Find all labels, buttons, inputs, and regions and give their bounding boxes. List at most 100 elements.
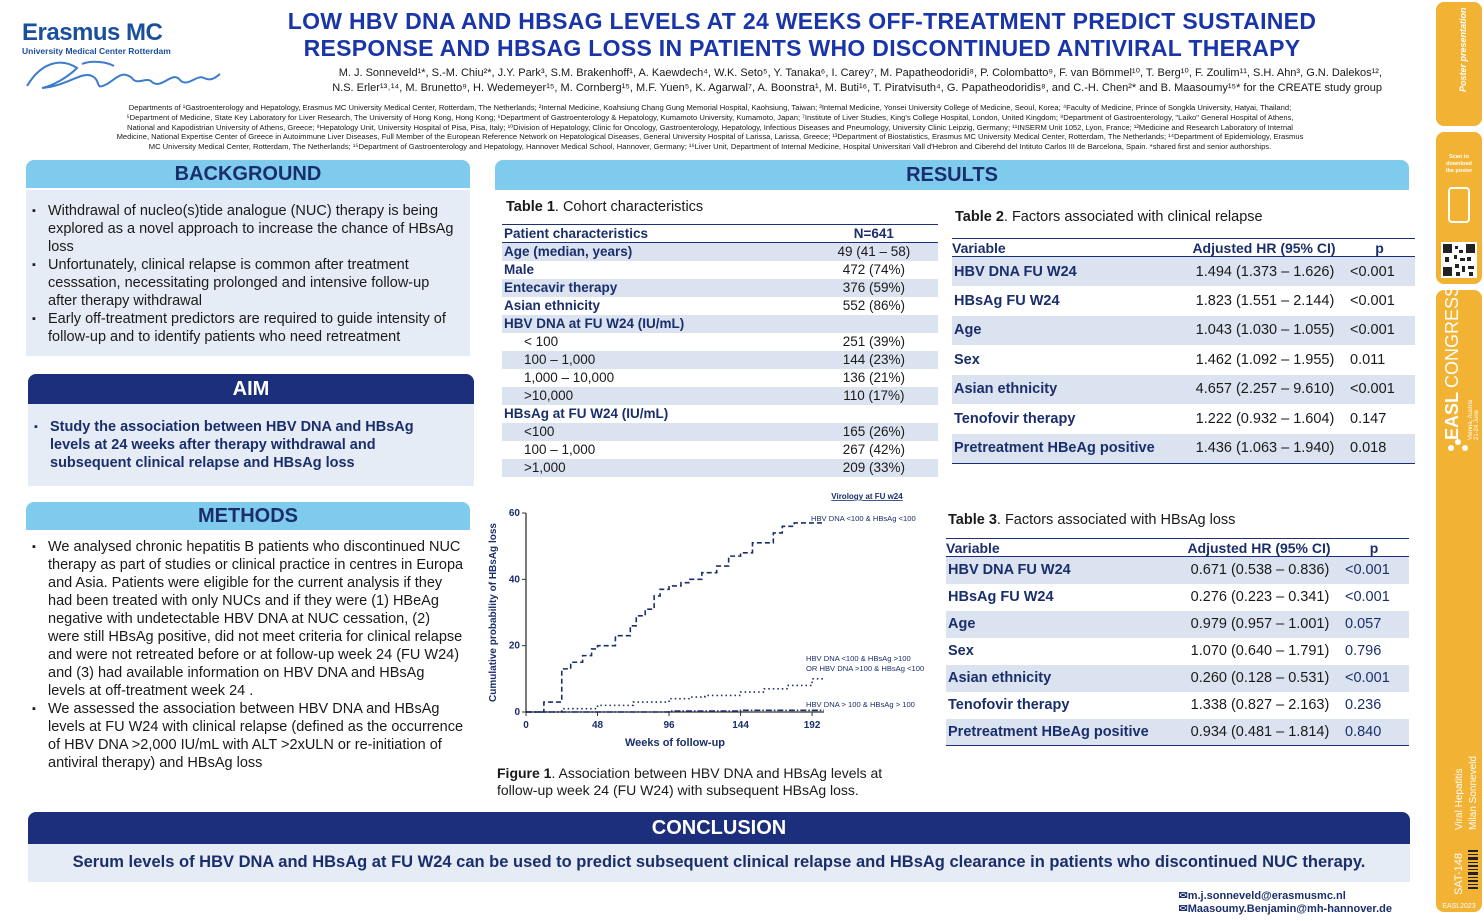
- background-item: Unfortunately, clinical relapse is commo…: [32, 256, 460, 310]
- table3-row: Pretreatment HBeAg positive 0.934 (0.481 …: [946, 718, 1409, 746]
- series-annotation: HBV DNA > 100 & HBsAg > 100: [806, 700, 915, 709]
- methods-panel: We analysed chronic hepatitis B patients…: [26, 530, 470, 786]
- conclusion-heading: CONCLUSION: [28, 812, 1410, 844]
- table2-cell: 0.147: [1350, 410, 1387, 427]
- mail-icon: ✉: [1178, 903, 1188, 915]
- congress-info-graphic: EASLCONGRESS2023 Vienna, Austria 21-24 J…: [1442, 241, 1480, 895]
- sidebar-logo-box: Poster presentation: [1436, 2, 1482, 126]
- table1-label-cell: <100: [524, 424, 555, 439]
- table2-caption: Table 2. Factors associated with clinica…: [955, 209, 1263, 225]
- table1: Patient characteristics N=641 Age (media…: [502, 224, 938, 477]
- methods-item: We analysed chronic hepatitis B patients…: [32, 538, 464, 700]
- table1-body: Age (median, years) 49 (41 – 58) Male 472 (…: [502, 242, 938, 477]
- table2-row: HBV DNA FU W24 1.494 (1.373 – 1.626) <0.00…: [952, 256, 1415, 286]
- table2-header-cell: Variable: [952, 239, 1006, 256]
- table3-row: HBsAg FU W24 0.276 (0.223 – 0.341) <0.001: [946, 584, 1409, 611]
- table1-label-cell: 1,000 – 10,000: [524, 370, 615, 385]
- table1-row: HBV DNA at FU W24 (IU/mL): [502, 314, 938, 333]
- table3-cell: 0.979 (0.957 – 1.001): [1190, 616, 1330, 632]
- table3-cell: 0.260 (0.128 – 0.531): [1190, 670, 1330, 686]
- table2-caption-text: . Factors associated with clinical relap…: [1003, 209, 1263, 225]
- table3-body: HBV DNA FU W24 0.671 (0.538 – 0.836) <0.00…: [946, 556, 1409, 746]
- table2-cell: 1.823 (1.551 – 2.144): [1195, 292, 1335, 309]
- table1-label-cell: < 100: [524, 334, 559, 349]
- table3-cell: 1.070 (0.640 – 1.791): [1190, 643, 1330, 659]
- chart-title: Virology at FU w24: [831, 492, 903, 501]
- session-topic: Viral Hepatitis: [1454, 768, 1465, 830]
- table2-header-cell: Adjusted HR (95% CI): [1192, 239, 1336, 256]
- table2-cell: Tenofovir therapy: [954, 410, 1076, 427]
- poster-presentation-logo-icon: Poster presentation: [1458, 7, 1468, 92]
- table3-cell: HBV DNA FU W24: [948, 562, 1071, 579]
- table2-cell: 0.018: [1350, 440, 1387, 456]
- scan-text: Scan to download the poster: [1445, 154, 1473, 174]
- table1-caption-text: . Cohort characteristics: [554, 199, 704, 215]
- table2-cell: 1.222 (0.932 – 1.604): [1195, 410, 1335, 427]
- table1-row: Asian ethnicity 552 (86%): [502, 297, 938, 315]
- table1-label-cell: Age (median, years): [504, 244, 633, 260]
- table2-cell: 4.657 (2.257 – 9.610): [1195, 381, 1335, 398]
- table1-row: >10,000 110 (17%): [502, 386, 938, 405]
- background-panel: Withdrawal of nucleo(s)tide analogue (NU…: [26, 190, 470, 356]
- x-tick-label: 144: [732, 720, 749, 731]
- table2-cell: 1.436 (1.063 – 1.940): [1195, 440, 1335, 456]
- table3-cell: Sex: [948, 643, 974, 659]
- authors: M. J. Sonneveld¹*, S.-M. Chiu²*, J.Y. Pa…: [232, 66, 1382, 96]
- results-heading: RESULTS: [495, 160, 1409, 190]
- phone-icon: [1448, 187, 1470, 223]
- table3-row: Sex 1.070 (0.640 – 1.791) 0.796: [946, 638, 1409, 665]
- x-tick-label: 96: [663, 720, 675, 731]
- qr-code-icon: [1441, 242, 1477, 278]
- table2-cell: Age: [954, 322, 982, 339]
- table1-value-cell: 49 (41 – 58): [837, 244, 911, 260]
- table1-row: 1,000 – 10,000 136 (21%): [502, 369, 938, 387]
- table1-row: Age (median, years) 49 (41 – 58): [502, 242, 938, 261]
- table1-value-cell: 472 (74%): [842, 262, 905, 277]
- table3-cell: 0.276 (0.223 – 0.341): [1190, 589, 1330, 605]
- aim-item: Study the association between HBV DNA an…: [34, 418, 454, 472]
- barcode-icon: [1468, 850, 1478, 889]
- table1-value-cell: [810, 315, 938, 333]
- series-line-2: [526, 678, 824, 713]
- table3-caption: Table 3. Factors associated with HBsAg l…: [948, 512, 1235, 528]
- contact-email-1[interactable]: ✉m.j.sonneveld@erasmusmc.nl: [1178, 890, 1392, 903]
- figure1-caption-bold: Figure 1: [497, 765, 552, 781]
- table2-cell: Asian ethnicity: [954, 381, 1058, 398]
- table1-value-cell: 136 (21%): [842, 370, 905, 385]
- contact-email-2[interactable]: ✉Maasoumy.Benjamin@mh-hannover.de: [1178, 903, 1392, 916]
- figure1-caption: Figure 1. Association between HBV DNA an…: [497, 765, 882, 799]
- table1-value-cell: 376 (59%): [842, 280, 905, 295]
- table1-value-cell: 209 (33%): [842, 460, 905, 475]
- background-item: Early off-treatment predictors are requi…: [32, 310, 460, 346]
- y-tick-label: 40: [509, 574, 521, 585]
- table3-cell: <0.001: [1345, 589, 1390, 605]
- contacts: ✉m.j.sonneveld@erasmusmc.nl ✉Maasoumy.Be…: [1178, 890, 1392, 916]
- congress-place: Vienna, Austria: [1468, 399, 1474, 440]
- table1-row: HBsAg at FU W24 (IU/mL): [502, 405, 938, 423]
- sidebar-congress-box: EASLCONGRESS2023 Vienna, Austria 21-24 J…: [1436, 241, 1482, 912]
- table1-header-row: Patient characteristics N=641: [502, 224, 938, 243]
- table3-header-cell: p: [1369, 539, 1379, 556]
- table3-cell: 0.057: [1345, 616, 1382, 632]
- contact-email-text: Maasoumy.Benjamin@mh-hannover.de: [1187, 903, 1392, 915]
- affiliations-line-5: MC University Medical Center, Rotterdam,…: [148, 142, 1272, 152]
- table1-value-cell: 165 (26%): [842, 424, 905, 439]
- methods-list: We analysed chronic hepatitis B patients…: [32, 538, 464, 772]
- erasmus-signature-icon: [26, 60, 221, 89]
- y-axis-label: Cumulative probability of HBsAg loss: [488, 523, 499, 702]
- table2-row: HBsAg FU W24 1.823 (1.551 – 2.144) <0.001: [952, 286, 1415, 316]
- affiliations-line-1: Departments of ¹Gastroenterology and Hep…: [128, 103, 1292, 112]
- table2-header-cell: p: [1375, 239, 1384, 256]
- table2-body: HBV DNA FU W24 1.494 (1.373 – 1.626) <0.00…: [952, 256, 1415, 463]
- table1-label-cell: 100 – 1,000: [524, 442, 596, 457]
- erasmus-logo: Erasmus MC University Medical Center Rot…: [22, 20, 222, 100]
- table3-row: Tenofovir therapy 1.338 (0.827 – 2.163) 0.…: [946, 692, 1409, 719]
- affiliations-line-3: National and Kapodistrian University of …: [126, 122, 1293, 132]
- y-tick-label: 60: [509, 508, 521, 519]
- table1-row: Entecavir therapy 376 (59%): [502, 278, 938, 297]
- table2-caption-bold: Table 2: [955, 209, 1004, 225]
- table1-value-cell: [810, 405, 938, 423]
- sidebar-qr-box: Scan to download the poster: [1436, 132, 1482, 284]
- table1-label-cell: Asian ethnicity: [504, 298, 601, 313]
- table3-caption-bold: Table 3: [948, 512, 997, 528]
